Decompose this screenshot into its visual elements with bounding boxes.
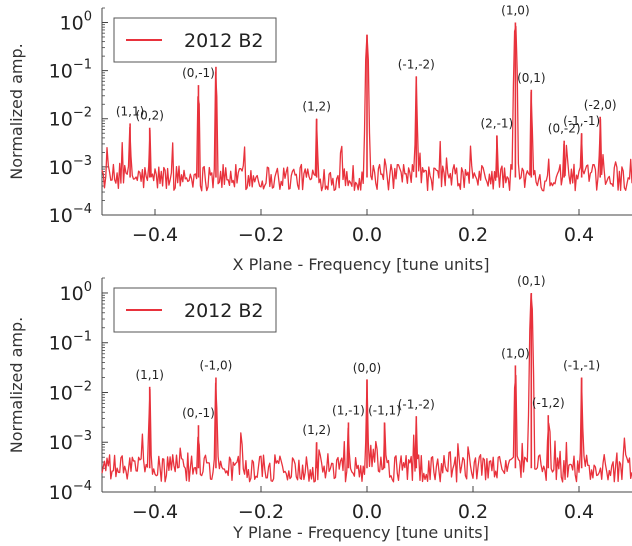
x-axis-label: Y Plane - Frequency [tune units]: [232, 523, 489, 542]
peak-label: (0,2): [135, 109, 163, 123]
x-tick-label: −0.4: [132, 224, 178, 246]
y-tick-label: 10−2: [49, 106, 92, 131]
peak-label: (1,-1): [332, 403, 365, 417]
y-tick-label: 10−3: [49, 154, 92, 179]
x-tick-label: 0.2: [458, 501, 488, 523]
x-tick-label: 0.4: [564, 224, 594, 246]
peak-label: (2,-1): [480, 116, 513, 130]
peak-label: (1,2): [302, 100, 330, 114]
x-tick-label: −0.4: [132, 501, 178, 523]
peak-label: (1,0): [501, 3, 529, 17]
y-tick-label: 10−4: [49, 202, 92, 227]
peak-label: (1,2): [302, 423, 330, 437]
x-tick-label: 0.2: [458, 224, 488, 246]
y-tick-label: 10−1: [49, 330, 92, 355]
peak-label: (-1,1): [368, 403, 401, 417]
x-tick-label: 0.4: [564, 501, 594, 523]
peak-label: (0,0): [353, 361, 381, 375]
peak-label: (0,1): [517, 274, 545, 288]
peak-label: (-1,2): [532, 396, 565, 410]
y-tick-label: 10−2: [49, 379, 92, 404]
peak-label: (-1,0): [200, 359, 233, 373]
legend-label: 2012 B2: [184, 300, 264, 322]
chart-panel-2: 10−4 10−3 10−2 10−1 100 −0.4 −0.2 0.0 0.2 0.4 Y Pl…: [7, 274, 632, 542]
peak-label: (1,1): [116, 104, 144, 118]
y-tick-label: 10−4: [49, 479, 92, 504]
peak-label: (1,0): [501, 346, 529, 360]
y-tick-label: 10−1: [49, 58, 92, 83]
y-tick-label: 100: [60, 280, 92, 305]
peak-label: (-1,-2): [398, 58, 435, 72]
peak-label: (0,-2): [548, 122, 581, 136]
peak-label: (0,-1): [182, 66, 215, 80]
y-tick-label: 10−3: [49, 429, 92, 454]
peak-label: (-2,0): [584, 98, 617, 112]
peak-label: (-1,-1): [563, 114, 600, 128]
y-axis-label: Normalized amp.: [7, 43, 26, 179]
peak-label: (0,-1): [182, 406, 215, 420]
x-tick-label: 0.0: [352, 501, 382, 523]
legend-label: 2012 B2: [184, 30, 264, 52]
peak-label: (0,1): [517, 71, 545, 85]
x-tick-label: −0.2: [238, 224, 284, 246]
y-tick-label: 100: [60, 9, 92, 34]
y-axis-label: Normalized amp.: [7, 317, 26, 453]
peak-label: (-1,-1): [563, 359, 600, 373]
chart-panel-1: 10−4 10−3 10−2 10−1 100 −0.4 −0.2 0.0 0.2 0.4 X Pl…: [7, 3, 632, 274]
peak-label: (1,1): [135, 368, 163, 382]
x-tick-label: 0.0: [352, 224, 382, 246]
peak-label: (-1,-2): [398, 397, 435, 411]
x-tick-label: −0.2: [238, 501, 284, 523]
x-axis-label: X Plane - Frequency [tune units]: [233, 255, 490, 274]
